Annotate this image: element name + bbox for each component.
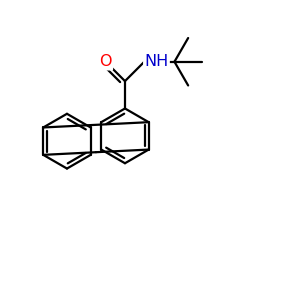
Text: O: O xyxy=(99,54,112,69)
Text: NH: NH xyxy=(144,54,169,69)
